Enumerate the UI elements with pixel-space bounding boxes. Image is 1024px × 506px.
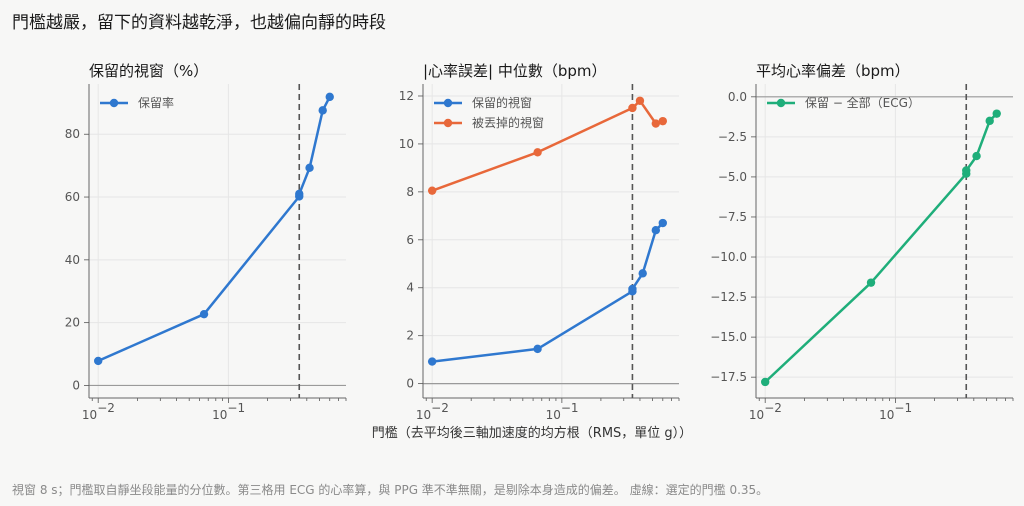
panel-1-y-tick-label: 80 [65, 127, 80, 141]
panel-2-y-tick-label: 2 [406, 329, 414, 343]
panel-1-legend-marker [109, 98, 119, 108]
panel-2-y-tick-label: 4 [406, 281, 414, 295]
panel-2-series-1-line [432, 222, 664, 363]
panel-1-series-1-point [305, 163, 314, 173]
panel-2-series-2-point [635, 96, 645, 105]
footnote: 視窗 8 s；門檻取自靜坐段能量的分位數。第三格用 ECG 的心率算，與 PPG… [12, 483, 769, 497]
panel-2-series-1-point [651, 226, 661, 235]
panel-2-series-2-point [427, 186, 437, 195]
panel-1-y-tick-label: 0 [72, 378, 80, 392]
panel-1-series-1-line [97, 96, 331, 363]
panel-3-series-1-point [760, 377, 770, 387]
panel-1-x-tick-exponent: −1 [227, 401, 245, 415]
panel-2-legend-label: 被丟掉的視窗 [472, 115, 544, 130]
panel-2-y-tick-label: 10 [399, 137, 414, 151]
panel-3-legend-marker [776, 98, 786, 108]
panel-2-y-tick-label: 12 [399, 89, 414, 103]
panel-2-y-tick-label: 6 [406, 233, 414, 247]
panel-3-series-1-point [985, 116, 994, 126]
panel-2-x-tick-exponent: −1 [561, 401, 579, 415]
panel-3-y-tick-label: −15.0 [710, 330, 747, 344]
panel-2-legend-marker [443, 118, 453, 128]
panel-1-series-1-point [318, 106, 327, 115]
panel-3-y-tick-label: −7.5 [718, 210, 747, 224]
panel-3-x-tick-base: 10 [749, 408, 764, 422]
panel-3-x-tick-exponent: −1 [894, 401, 912, 415]
panel-2-series-1-point [638, 269, 647, 278]
panel-3-x-tick-base: 10 [879, 408, 894, 422]
shared-x-axis-label: 門檻（去平均後三軸加速度的均方根（RMS，單位 g）） [372, 425, 692, 441]
panel-1-series-1-point [325, 92, 334, 102]
panel-3-series-1-point [866, 278, 876, 287]
panel-3-series-1-point [972, 151, 981, 161]
panel-1-y-tick-label: 20 [65, 316, 80, 330]
panel-2-series-1-point [427, 357, 437, 366]
panel-3-y-tick-label: −2.5 [718, 130, 747, 144]
panel-1-y-tick-label: 60 [65, 190, 80, 204]
panel-3-y-tick-label: −5.0 [718, 170, 747, 184]
panel-3-y-tick-label: −12.5 [710, 290, 747, 304]
panel-1-title: 保留的視窗（%） [89, 62, 208, 80]
panel-3-x-tick-exponent: −2 [764, 401, 782, 415]
panel-1-x-tick-base: 10 [212, 408, 227, 422]
panel-2-y-tick-label: 8 [406, 185, 414, 199]
panel-2-series-1-point [533, 344, 542, 354]
panel-2-x-tick-base: 10 [546, 408, 561, 422]
panel-2-series-2-point [651, 119, 661, 128]
panel-1-x-tick-base: 10 [82, 408, 97, 422]
panel-2-series-2-point [628, 103, 637, 113]
panel-2-legend-marker [443, 98, 453, 108]
panel-3-y-tick-label: −10.0 [710, 250, 747, 264]
panel-2-series-2-point [533, 148, 542, 157]
panel-2-series-1-point [658, 218, 667, 228]
panel-2-series-1-point [628, 284, 637, 294]
panel-2-series-2-line [431, 99, 664, 192]
panel-2-y-tick-label: 0 [406, 377, 414, 391]
panel-2-x-tick-base: 10 [416, 408, 431, 422]
panel-1-x-tick-exponent: −2 [97, 401, 115, 415]
panel-3-series-1-point [992, 109, 1001, 118]
panel-2-legend-label: 保留的視窗 [472, 95, 532, 110]
panel-3-y-tick-label: −17.5 [710, 370, 747, 384]
panel-1-series-1-point [199, 309, 209, 319]
panel-1-legend-label: 保留率 [138, 95, 174, 110]
panel-1-series-1-point [295, 189, 304, 199]
page-title: 門檻越嚴，留下的資料越乾淨，也越偏向靜的時段 [12, 13, 386, 33]
panel-3-title: 平均心率偏差（bpm） [756, 62, 910, 80]
panel-3-series-1-line [764, 112, 998, 383]
panel-2-x-tick-exponent: −2 [431, 401, 449, 415]
panel-3-y-tick-label: 0.0 [728, 90, 747, 104]
panel-3-series-1-point [962, 166, 971, 175]
panel-2-series-2-point [658, 116, 667, 126]
panel-2-title: |心率誤差| 中位數（bpm） [423, 62, 607, 80]
panel-1-series-1-point [93, 356, 103, 366]
panel-3-legend-label: 保留 − 全部（ECG） [805, 95, 920, 110]
panel-1-y-tick-label: 40 [65, 253, 80, 267]
